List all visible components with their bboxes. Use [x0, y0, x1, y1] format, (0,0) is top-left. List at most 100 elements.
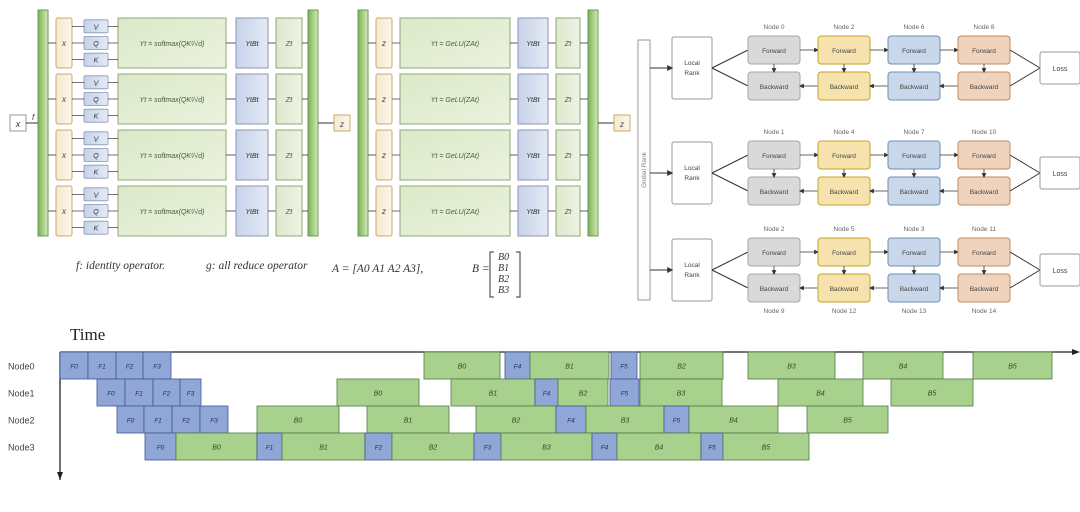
svg-text:YtBt: YtBt — [526, 209, 540, 216]
svg-text:Loss: Loss — [1053, 268, 1068, 275]
svg-text:Forward: Forward — [902, 48, 926, 55]
svg-text:Zt: Zt — [285, 95, 294, 104]
svg-text:Backward: Backward — [900, 189, 929, 196]
svg-text:Zt: Zt — [564, 207, 573, 216]
svg-text:B1: B1 — [319, 445, 328, 452]
svg-text:Q: Q — [93, 41, 99, 48]
svg-text:Q: Q — [93, 153, 99, 160]
svg-text:Loss: Loss — [1053, 171, 1068, 178]
svg-text:Node 11: Node 11 — [972, 226, 996, 233]
svg-text:YtBt: YtBt — [245, 97, 259, 104]
svg-text:Forward: Forward — [762, 250, 786, 257]
svg-text:Rank: Rank — [684, 175, 700, 182]
svg-text:Backward: Backward — [970, 84, 999, 91]
svg-text:YtBt: YtBt — [245, 153, 259, 160]
svg-text:B2: B2 — [579, 391, 588, 398]
svg-text:B2: B2 — [498, 274, 509, 285]
svg-text:B =: B = — [472, 263, 490, 275]
svg-text:x: x — [15, 119, 21, 129]
svg-text:F4: F4 — [514, 364, 522, 371]
svg-text:B3: B3 — [787, 364, 796, 371]
svg-text:Node0: Node0 — [8, 362, 35, 372]
svg-text:F3: F3 — [187, 391, 195, 398]
svg-text:Yt = GeLU(ZAt): Yt = GeLU(ZAt) — [431, 209, 479, 216]
svg-text:B0: B0 — [458, 364, 467, 371]
svg-text:Zt: Zt — [285, 207, 294, 216]
svg-text:K: K — [94, 226, 99, 233]
svg-text:F0: F0 — [70, 364, 78, 371]
svg-text:B1: B1 — [404, 418, 413, 425]
svg-text:Time: Time — [70, 325, 105, 344]
svg-text:Rank: Rank — [684, 272, 700, 279]
svg-text:Yt = softmax(QKᵗ/√d): Yt = softmax(QKᵗ/√d) — [140, 208, 205, 216]
svg-text:Node 1: Node 1 — [764, 129, 785, 136]
svg-text:Backward: Backward — [760, 286, 789, 293]
svg-text:B3: B3 — [621, 418, 630, 425]
svg-text:z: z — [339, 120, 344, 129]
svg-text:F5: F5 — [620, 364, 628, 371]
svg-text:B0: B0 — [294, 418, 303, 425]
svg-text:Yt = softmax(QKᵗ/√d): Yt = softmax(QKᵗ/√d) — [140, 152, 205, 160]
svg-text:YtBt: YtBt — [245, 209, 259, 216]
svg-text:B0: B0 — [498, 252, 509, 263]
svg-text:z: z — [381, 95, 386, 104]
svg-text:z: z — [619, 120, 624, 129]
svg-text:F1: F1 — [266, 445, 274, 452]
svg-text:Rank: Rank — [684, 70, 700, 77]
svg-text:Zt: Zt — [285, 39, 294, 48]
svg-text:B3: B3 — [677, 391, 686, 398]
svg-text:F5: F5 — [673, 418, 681, 425]
svg-text:B2: B2 — [512, 418, 521, 425]
svg-text:F0: F0 — [127, 418, 135, 425]
svg-text:Node 2: Node 2 — [834, 24, 855, 31]
svg-text:B5: B5 — [843, 418, 852, 425]
svg-text:K: K — [94, 58, 99, 65]
svg-text:Node 5: Node 5 — [834, 226, 855, 233]
svg-text:f: f — [32, 113, 35, 122]
svg-text:B5: B5 — [1008, 364, 1017, 371]
svg-text:Forward: Forward — [972, 153, 996, 160]
svg-text:Forward: Forward — [762, 48, 786, 55]
svg-text:Backward: Backward — [970, 189, 999, 196]
svg-text:B5: B5 — [928, 391, 937, 398]
svg-text:B4: B4 — [816, 391, 825, 398]
svg-text:Node3: Node3 — [8, 443, 35, 453]
svg-text:Node 10: Node 10 — [972, 129, 997, 136]
svg-text:F1: F1 — [135, 391, 143, 398]
svg-text:Node 8: Node 8 — [974, 24, 995, 31]
svg-text:Forward: Forward — [832, 153, 856, 160]
svg-text:Local: Local — [684, 165, 700, 172]
svg-text:YtBt: YtBt — [526, 41, 540, 48]
svg-text:Node 3: Node 3 — [904, 226, 925, 233]
svg-text:z: z — [381, 207, 386, 216]
svg-text:z: z — [381, 39, 386, 48]
svg-text:Forward: Forward — [762, 153, 786, 160]
svg-text:A = [A0 A1 A2 A3],: A = [A0 A1 A2 A3], — [331, 263, 423, 275]
svg-text:Backward: Backward — [830, 286, 859, 293]
svg-text:Q: Q — [93, 97, 99, 104]
svg-text:Loss: Loss — [1053, 66, 1068, 73]
svg-text:Yt = softmax(QKᵗ/√d): Yt = softmax(QKᵗ/√d) — [140, 96, 205, 104]
svg-text:F5: F5 — [621, 391, 629, 398]
svg-text:Forward: Forward — [832, 250, 856, 257]
svg-text:Yt = GeLU(ZAt): Yt = GeLU(ZAt) — [431, 97, 479, 104]
svg-text:Node 2: Node 2 — [764, 226, 785, 233]
svg-text:Forward: Forward — [972, 48, 996, 55]
svg-text:B1: B1 — [498, 263, 509, 274]
svg-text:Forward: Forward — [902, 250, 926, 257]
svg-text:Node 12: Node 12 — [832, 308, 857, 315]
svg-text:Node 7: Node 7 — [904, 129, 925, 136]
svg-text:Node1: Node1 — [8, 389, 35, 399]
svg-text:YtBt: YtBt — [526, 153, 540, 160]
svg-text:F2: F2 — [163, 391, 171, 398]
svg-text:Backward: Backward — [830, 189, 859, 196]
svg-text:f: identity operator.: f: identity operator. — [76, 260, 165, 272]
svg-text:Local: Local — [684, 60, 700, 67]
svg-text:Backward: Backward — [900, 84, 929, 91]
svg-text:YtBt: YtBt — [526, 97, 540, 104]
svg-text:B4: B4 — [655, 445, 664, 452]
svg-text:Q: Q — [93, 209, 99, 216]
svg-text:Forward: Forward — [972, 250, 996, 257]
svg-text:Yt = softmax(QKᵗ/√d): Yt = softmax(QKᵗ/√d) — [140, 40, 205, 48]
svg-text:Node 0: Node 0 — [764, 24, 785, 31]
